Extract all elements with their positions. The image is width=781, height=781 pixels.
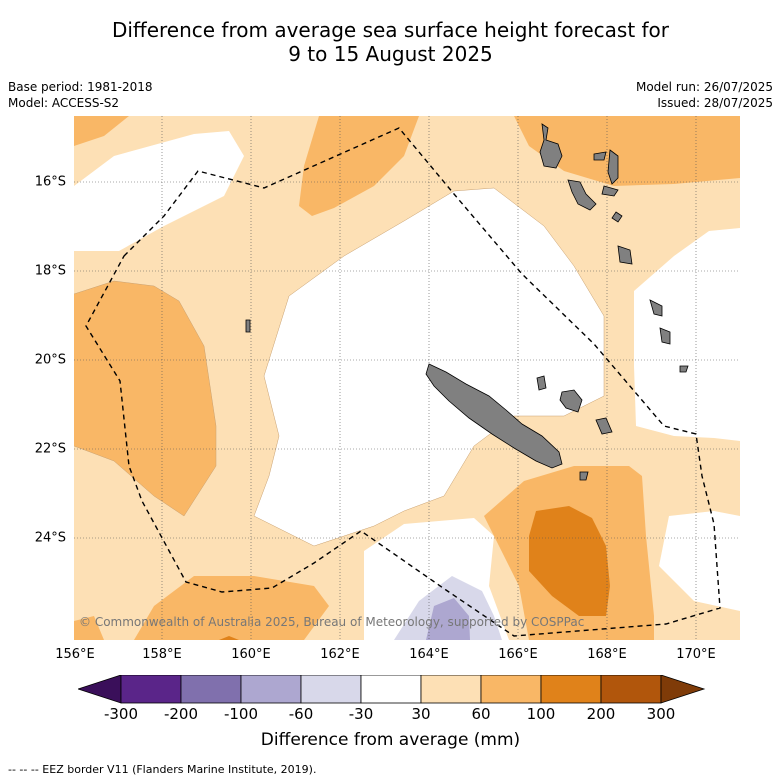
colorbar-segment-neg100-neg60 xyxy=(240,674,302,704)
anomaly-band-100-200-small xyxy=(219,636,239,640)
colorbar-label: 30 xyxy=(411,705,431,723)
neutral-region-northwest xyxy=(74,131,244,251)
y-tick-label: 16°S xyxy=(34,174,66,190)
colorbar-label: -200 xyxy=(163,705,199,723)
eez-border xyxy=(85,127,721,637)
colorbar xyxy=(76,674,706,709)
x-tick-label: 164°E xyxy=(409,647,449,662)
anomaly-band-60-100-southwest xyxy=(134,576,329,640)
title-line-2: 9 to 15 August 2025 xyxy=(288,42,493,66)
colorbar-segment-neg300-neg200 xyxy=(120,674,182,704)
colorbar-extend-low xyxy=(76,674,122,704)
copyright-text: © Commonwealth of Australia 2025, Bureau… xyxy=(79,615,585,629)
x-tick-label: 156°E xyxy=(55,647,95,662)
title-line-1: Difference from average sea surface heig… xyxy=(111,18,670,42)
anomaly-band-60-100-northeast xyxy=(514,116,740,186)
x-tick-label: 162°E xyxy=(320,647,360,662)
gridlines xyxy=(74,116,740,640)
colorbar-label: 100 xyxy=(526,705,556,723)
colorbar-label: 60 xyxy=(471,705,491,723)
anomaly-band-60-100-northwest xyxy=(74,116,129,146)
anomaly-band-60-100-north xyxy=(299,116,419,216)
eez-footnote: -- -- -- EEZ border V11 (Flanders Marine… xyxy=(8,763,317,776)
y-tick-label: 24°S xyxy=(34,530,66,546)
land-minor-islands xyxy=(245,319,589,481)
issued-date: Issued: 28/07/2025 xyxy=(657,96,773,110)
anomaly-band-neg100-neg60 xyxy=(426,598,470,640)
y-tick-label: 18°S xyxy=(34,263,66,279)
y-tick-label: 20°S xyxy=(34,352,66,368)
map-panel: © Commonwealth of Australia 2025, Bureau… xyxy=(74,116,740,640)
y-tick-label: 22°S xyxy=(34,441,66,457)
colorbar-segment-200-300 xyxy=(600,674,662,704)
contour-line xyxy=(74,280,217,517)
colorbar-segment-neg200-neg100 xyxy=(180,674,242,704)
land-new-caledonia xyxy=(425,363,563,469)
contour-line xyxy=(253,187,605,547)
x-tick-label: 160°E xyxy=(231,647,271,662)
model-name: Model: ACCESS-S2 xyxy=(8,96,120,110)
colorbar-label: 200 xyxy=(586,705,616,723)
colorbar-title: Difference from average (mm) xyxy=(260,730,521,750)
neutral-region-southeast xyxy=(659,511,740,611)
colorbar-segment-neg30-30 xyxy=(360,674,422,704)
colorbar-label: -300 xyxy=(103,705,139,723)
colorbar-svg xyxy=(76,674,706,704)
colorbar-segment-30-60 xyxy=(420,674,482,704)
x-tick-label: 168°E xyxy=(587,647,627,662)
colorbar-segment-neg60-neg30 xyxy=(300,674,362,704)
map-title: Difference from average sea surface heig… xyxy=(0,18,781,66)
anomaly-band-100-200 xyxy=(529,506,610,616)
colorbar-label: 300 xyxy=(646,705,676,723)
colorbar-segment-60-100 xyxy=(480,674,542,704)
model-run: Model run: 26/07/2025 xyxy=(635,80,773,94)
meta-left: Base period: 1981-2018 Model: ACCESS-S2 xyxy=(8,79,153,111)
anomaly-band-60-100-west xyxy=(74,281,216,516)
x-tick-label: 170°E xyxy=(676,647,716,662)
meta-right: Model run: 26/07/2025 Issued: 28/07/2025 xyxy=(636,79,773,111)
land-loyalty-islands xyxy=(536,375,613,435)
colorbar-extend-high xyxy=(660,674,706,704)
x-tick-label: 166°E xyxy=(498,647,538,662)
land-vanuatu xyxy=(539,123,689,373)
neutral-region-east xyxy=(634,228,740,441)
base-period: Base period: 1981-2018 xyxy=(8,80,153,94)
x-tick-label: 158°E xyxy=(142,647,182,662)
colorbar-label: -30 xyxy=(348,705,374,723)
colorbar-label: -100 xyxy=(223,705,259,723)
colorbar-label: -60 xyxy=(288,705,314,723)
map-svg xyxy=(74,116,740,640)
anomaly-band-60-100-corner xyxy=(74,616,104,640)
colorbar-segment-100-200 xyxy=(540,674,602,704)
